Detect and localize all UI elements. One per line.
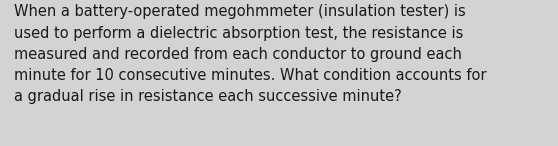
Text: When a battery-operated megohmmeter (insulation tester) is
used to perform a die: When a battery-operated megohmmeter (ins…: [14, 4, 487, 104]
